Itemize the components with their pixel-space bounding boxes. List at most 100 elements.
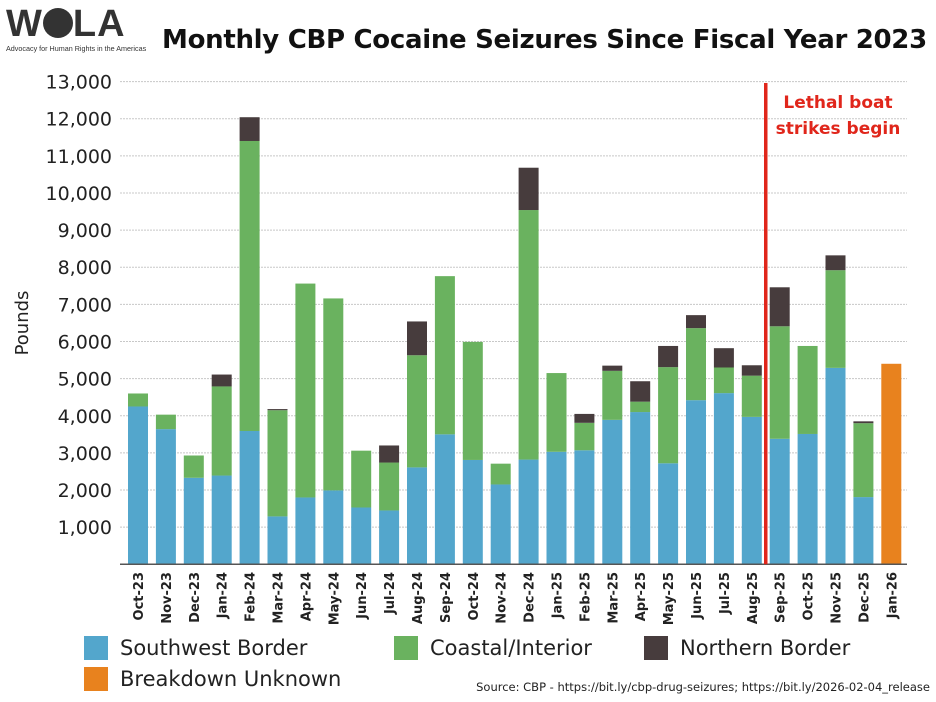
annotation-text: Lethal boat [783,93,892,113]
bar-segment-coastal-interior [574,422,595,451]
bar-segment-northern-border [211,374,232,387]
bar-segment-southwest-border [741,416,762,565]
y-tick-label: 8,000 [58,257,112,279]
bar-segment-southwest-border [239,430,260,565]
bar-segment-northern-border [769,287,790,327]
x-tick-label: Apr-24 [299,572,314,621]
legend-northern: Northern Border [644,636,850,660]
bar-segment-coastal-interior [602,370,623,420]
x-tick-label: Oct-25 [802,572,817,620]
legend-label: Coastal/Interior [430,636,592,660]
bar-segment-southwest-border [351,507,372,565]
x-tick-label: Aug-25 [746,572,761,624]
y-tick-label: 2,000 [58,480,112,502]
bar-segment-coastal-interior [713,367,734,394]
bar-segment-coastal-interior [295,283,316,498]
x-tick-label: Dec-25 [857,572,872,623]
y-tick-label: 11,000 [46,146,112,168]
y-axis-label: Pounds [12,291,33,356]
x-tick-label: Jul-25 [718,572,733,615]
legend-swatch-northern [644,636,668,660]
x-tick-label: Sep-24 [439,572,454,623]
bar-segment-northern-border [239,117,260,141]
bar-segment-coastal-interior [351,450,372,508]
bar-segment-northern-border [574,413,595,423]
bar-segment-coastal-interior [490,463,511,485]
bar-segment-northern-border [602,365,623,371]
bar-segment-coastal-interior [630,401,651,413]
x-tick-label: Mar-24 [272,572,287,624]
bar-segment-southwest-border [183,477,204,565]
annotation-text: strikes begin [776,119,901,139]
bar-segment-northern-border [713,348,734,368]
x-tick-label: Jan-24 [216,572,231,619]
bar-segment-northern-border [825,255,846,271]
bar-segment-southwest-border [323,490,344,565]
bar-segment-coastal-interior [323,298,344,491]
x-tick-label: Apr-25 [634,572,649,621]
bar-segment-southwest-border [434,434,455,565]
bar-segment-southwest-border [797,433,818,565]
bar-segment-northern-border [267,409,288,411]
bar-segment-southwest-border [546,451,567,565]
bar-segment-coastal-interior [741,375,762,417]
x-tick-label: Dec-23 [188,572,203,623]
bar-segment-northern-border [518,167,539,211]
bar-segment-southwest-border [155,429,176,565]
legend-swatch-southwest [84,636,108,660]
bar-segment-coastal-interior [128,393,148,407]
x-tick-label: Oct-24 [467,572,482,620]
bar-segment-coastal-interior [407,355,427,468]
bar-segment-coastal-interior [183,455,204,478]
bar-segment-northern-border [853,421,874,424]
bar-segment-northern-border [407,321,427,356]
bar-segment-coastal-interior [239,140,260,431]
x-tick-label: Dec-24 [523,572,538,623]
bar-segment-northern-border [630,381,651,402]
chart-title: Monthly CBP Cocaine Seizures Since Fisca… [162,25,927,55]
legend-label: Breakdown Unknown [120,667,342,691]
bar-segment-southwest-border [713,393,734,565]
bar-segment-coastal-interior [434,276,455,435]
bar-segment-coastal-interior [658,367,679,464]
x-tick-label: Feb-25 [578,572,593,622]
legend-coastal: Coastal/Interior [394,636,592,660]
bar-segment-coastal-interior [379,462,400,511]
x-tick-label: Jan-26 [885,572,900,619]
x-tick-label: Aug-24 [411,572,426,624]
bar-segment-coastal-interior [462,341,483,460]
bar-segment-southwest-border [295,497,316,565]
bar-segment-southwest-border [407,467,427,565]
x-tick-label: Feb-24 [244,572,259,622]
legend-swatch-coastal [394,636,418,660]
legend-unknown: Breakdown Unknown [84,667,341,691]
y-tick-label: 10,000 [46,183,112,205]
y-tick-label: 6,000 [58,332,112,354]
bar-segment-southwest-border [825,367,846,565]
x-tick-label: Oct-23 [132,572,147,620]
logo-tagline: Advocacy for Human Rights in the America… [6,44,147,53]
bar-segment-northern-border [741,365,762,376]
y-tick-label: 4,000 [58,406,112,428]
bar-segment-southwest-border [379,510,400,565]
y-tick-label: 5,000 [58,369,112,391]
bar-segment-coastal-interior [211,386,232,476]
x-tick-label: Nov-25 [830,572,845,624]
y-tick-label: 13,000 [46,72,112,94]
bar-segment-southwest-border [128,406,148,565]
bar-segment-northern-border [686,315,706,329]
bar-segment-northern-border [658,345,679,368]
y-tick-label: 1,000 [58,517,112,539]
x-tick-label: Jul-24 [383,572,398,615]
bar-segment-southwest-border [462,459,483,565]
bar-segment-southwest-border [574,450,595,565]
legend-label: Northern Border [680,636,851,660]
x-tick-label: Nov-23 [160,572,175,624]
bar-segment-coastal-interior [155,414,176,430]
bar-segment-coastal-interior [825,270,846,368]
bar-segment-coastal-interior [853,423,874,498]
bar-segment-southwest-border [211,475,232,565]
x-tick-label: Mar-25 [606,572,621,624]
x-tick-label: Jun-25 [690,572,705,620]
